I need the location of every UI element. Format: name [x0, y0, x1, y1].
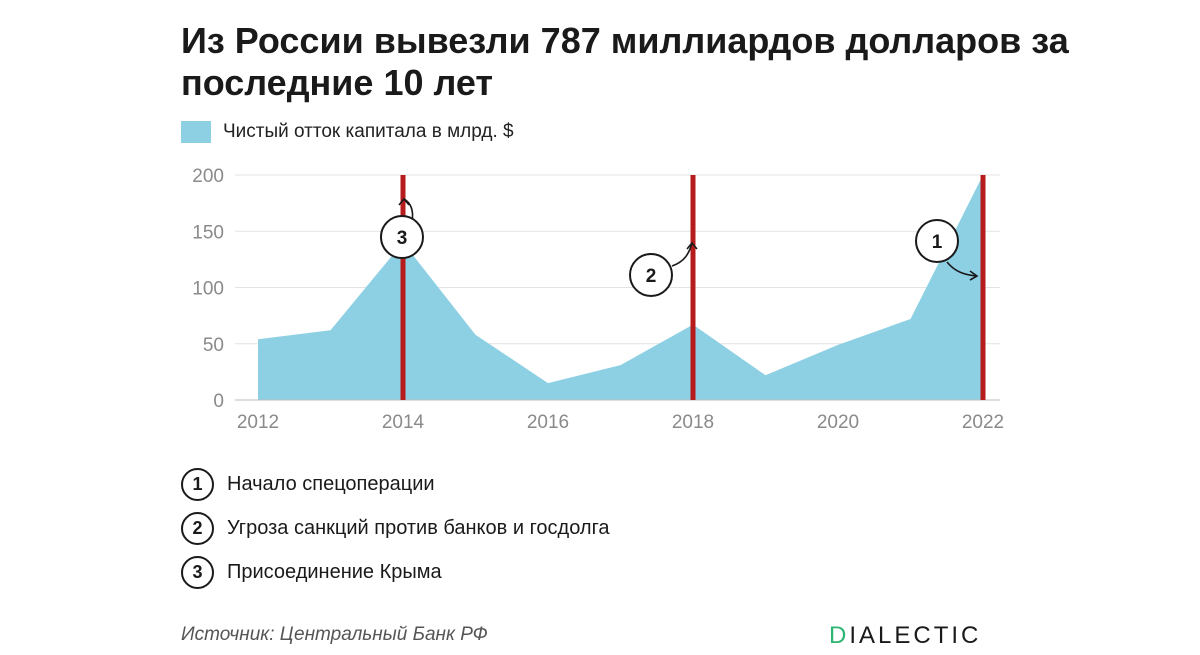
y-tick-label-100: 100: [192, 279, 224, 300]
y-tick-label-50: 50: [203, 335, 224, 356]
event-item-3: 3 Присоединение Крыма: [181, 554, 610, 590]
area-chart: 0 50 100 150 200 2012 2014 2016 2018 2020 2022 3 2 1: [192, 166, 1004, 433]
legend-label: Чистый отток капитала в млрд. $: [223, 121, 514, 142]
data-point-2012: [256, 337, 260, 341]
brand-logo-first-letter: D: [829, 622, 850, 649]
callout-badge-label-3: 3: [397, 228, 408, 249]
x-tick-label-2016: 2016: [527, 412, 569, 433]
callout-arrowhead-1: [969, 270, 979, 281]
brand-logo: DIALECTIC: [829, 622, 981, 650]
data-point-2016: [546, 381, 550, 385]
callout-arrow-1: [946, 261, 978, 277]
legend-swatch: [181, 121, 211, 143]
data-point-2021: [909, 317, 913, 321]
brand-logo-rest: IALECTIC: [849, 622, 982, 649]
event-item-1: 1 Начало спецоперации: [181, 466, 610, 502]
callout-badge-label-1: 1: [932, 232, 943, 253]
callout-badge-1: [915, 219, 959, 263]
x-tick-label-2018: 2018: [672, 412, 714, 433]
source-note: Источник: Центральный Банк РФ: [181, 624, 488, 645]
y-tick-label-0: 0: [213, 391, 224, 412]
callout-badge-label-2: 2: [646, 266, 657, 287]
event-label-3: Присоединение Крыма: [227, 560, 442, 583]
event-label-1: Начало спецоперации: [227, 472, 435, 495]
chart-legend: Чистый отток капитала в млрд. $: [181, 120, 514, 144]
event-label-2: Угроза санкций против банков и госдолга: [227, 516, 610, 539]
y-tick-label-200: 200: [192, 166, 224, 187]
x-tick-label-2022: 2022: [962, 412, 1004, 433]
callout-arrow-2: [671, 242, 693, 267]
x-tick-label-2020: 2020: [817, 412, 859, 433]
x-tick-label-2014: 2014: [382, 412, 425, 433]
data-point-2017: [619, 363, 623, 367]
x-tick-label-2012: 2012: [237, 412, 279, 433]
event-line-3: [400, 175, 406, 400]
chart-title: Из России вывезли 787 миллиардов долларо…: [181, 20, 1069, 103]
area-series: [258, 175, 983, 400]
callout-arrowhead-2: [686, 241, 698, 250]
callout-badge-3: [380, 215, 424, 259]
data-point-2019: [764, 373, 768, 377]
event-badge-3: 3: [181, 555, 214, 589]
data-point-2015: [474, 333, 478, 337]
data-point-2020: [836, 343, 840, 347]
event-list: 1 Начало спецоперации 2 Угроза санкций п…: [181, 466, 610, 598]
event-line-1: [980, 175, 986, 400]
event-item-2: 2 Угроза санкций против банков и госдолг…: [181, 510, 610, 546]
callout-arrowhead-3: [398, 197, 410, 206]
event-badge-1: 1: [181, 467, 214, 501]
y-tick-label-150: 150: [192, 222, 224, 243]
callout-badge-2: [629, 253, 673, 297]
event-badge-2: 2: [181, 511, 214, 545]
data-point-2013: [329, 328, 333, 332]
event-line-2: [690, 175, 696, 400]
